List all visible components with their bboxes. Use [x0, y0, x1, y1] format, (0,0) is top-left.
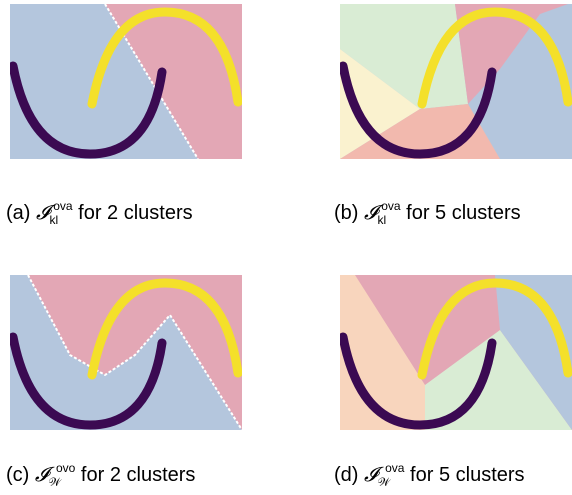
region-pink — [455, 4, 568, 104]
caption-text: for 2 clusters — [78, 202, 193, 224]
caption-text: for 5 clusters — [406, 202, 521, 224]
moon-upper — [417, 7, 572, 109]
caption-label: (a) — [6, 202, 31, 224]
moon-upper — [87, 278, 242, 380]
moon-lower — [10, 61, 167, 159]
symbol-superscript: ova — [53, 199, 73, 213]
caption-b: (b) 𝓘klova for 5 clusters — [334, 199, 521, 227]
caption-label: (d) — [334, 464, 359, 486]
decision-boundary — [27, 275, 242, 430]
caption-text: for 5 clusters — [410, 464, 525, 486]
panel-d-plot — [340, 275, 572, 430]
info-symbol: 𝓘 — [36, 200, 50, 224]
symbol-subscript: kl — [377, 213, 387, 227]
symbol-subscript: 𝒲 — [48, 475, 61, 489]
region-cream — [340, 49, 420, 159]
panel-c-plot — [10, 275, 242, 430]
symbol-superscript: ova — [385, 461, 405, 475]
moon-upper — [417, 278, 572, 380]
region-blue — [10, 275, 242, 430]
moon-lower — [340, 61, 497, 159]
symbol-superscript: ovo — [56, 461, 76, 475]
info-symbol: 𝓘 — [364, 200, 378, 224]
panel-a-plot — [10, 4, 242, 159]
symbol-subscript: 𝒲 — [377, 475, 391, 489]
symbol-superscript: ova — [381, 199, 401, 213]
moon-lower — [340, 332, 497, 430]
caption-text: for 2 clusters — [80, 464, 196, 486]
region-green — [340, 4, 468, 109]
moon-lower — [10, 332, 167, 430]
info-symbol: 𝓘 — [364, 462, 378, 486]
caption-a: (a) 𝓘klova for 2 clusters — [6, 199, 193, 227]
symbol-subscript: kl — [49, 213, 59, 227]
caption-c: (c) 𝓘𝒲ovo for 2 clusters — [6, 461, 196, 489]
caption-label: (b) — [334, 202, 359, 224]
moon-upper — [87, 7, 242, 109]
panel-b-plot — [340, 4, 572, 159]
info-symbol: 𝓘 — [34, 462, 49, 486]
caption-d: (d) 𝓘𝒲ova for 5 clusters — [334, 461, 525, 489]
caption-label: (c) — [6, 464, 30, 486]
